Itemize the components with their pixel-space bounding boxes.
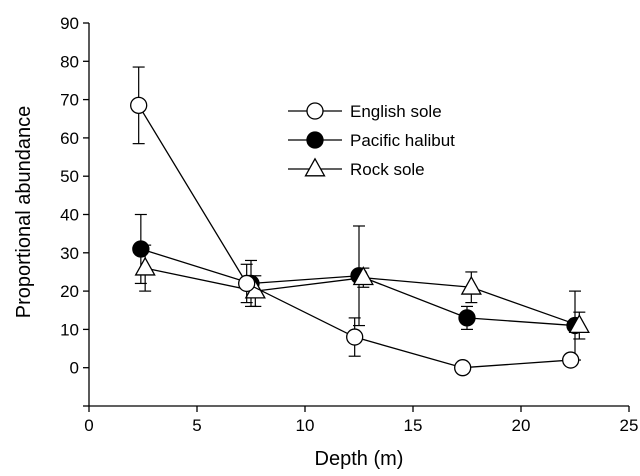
data-point — [134, 256, 156, 276]
legend-marker — [306, 131, 324, 149]
y-tick-label: 40 — [60, 206, 79, 225]
legend: English sole Pacific halibut Rock sole — [288, 102, 455, 179]
x-tick-label: 5 — [192, 416, 201, 435]
legend-marker — [304, 157, 326, 177]
y-tick-label: 10 — [60, 320, 79, 339]
series-english-sole — [130, 66, 580, 377]
legend-entry: Pacific halibut — [288, 131, 455, 150]
x-tick-label: 0 — [84, 416, 93, 435]
data-point — [132, 240, 150, 258]
data-point — [562, 351, 580, 369]
y-tick-label: 50 — [60, 167, 79, 186]
data-point — [568, 314, 590, 334]
y-axis-label: Proportional abundance — [13, 106, 35, 318]
x-tick-label: 20 — [512, 416, 531, 435]
data-point — [238, 274, 256, 293]
axes: 0 10 20 30 40 50 60 70 80 90 0 5 10 15 20 25 — [60, 14, 638, 435]
legend-label: Rock sole — [350, 160, 425, 179]
x-tick-label: 25 — [620, 416, 639, 435]
y-tick-label: 30 — [60, 244, 79, 263]
y-tick-label: 0 — [70, 359, 79, 378]
y-tick-label: 90 — [60, 14, 79, 33]
legend-label: English sole — [350, 102, 442, 121]
legend-entry: Rock sole — [288, 157, 425, 179]
data-point — [458, 309, 476, 327]
y-tick-label: 20 — [60, 282, 79, 301]
series-layer — [130, 66, 590, 377]
data-point — [130, 96, 148, 114]
series-rock-sole — [134, 244, 590, 340]
data-point — [352, 266, 374, 286]
legend-marker — [306, 102, 324, 120]
data-point — [346, 328, 364, 346]
legend-entry: English sole — [288, 102, 442, 121]
x-tick-label: 10 — [296, 416, 315, 435]
y-tick-label: 60 — [60, 129, 79, 148]
x-axis-label: Depth (m) — [315, 448, 404, 470]
y-tick-label: 80 — [60, 52, 79, 71]
legend-label: Pacific halibut — [350, 131, 455, 150]
y-tick-label: 70 — [60, 91, 79, 110]
data-point — [454, 359, 472, 377]
data-point — [460, 275, 482, 295]
x-tick-label: 15 — [404, 416, 423, 435]
